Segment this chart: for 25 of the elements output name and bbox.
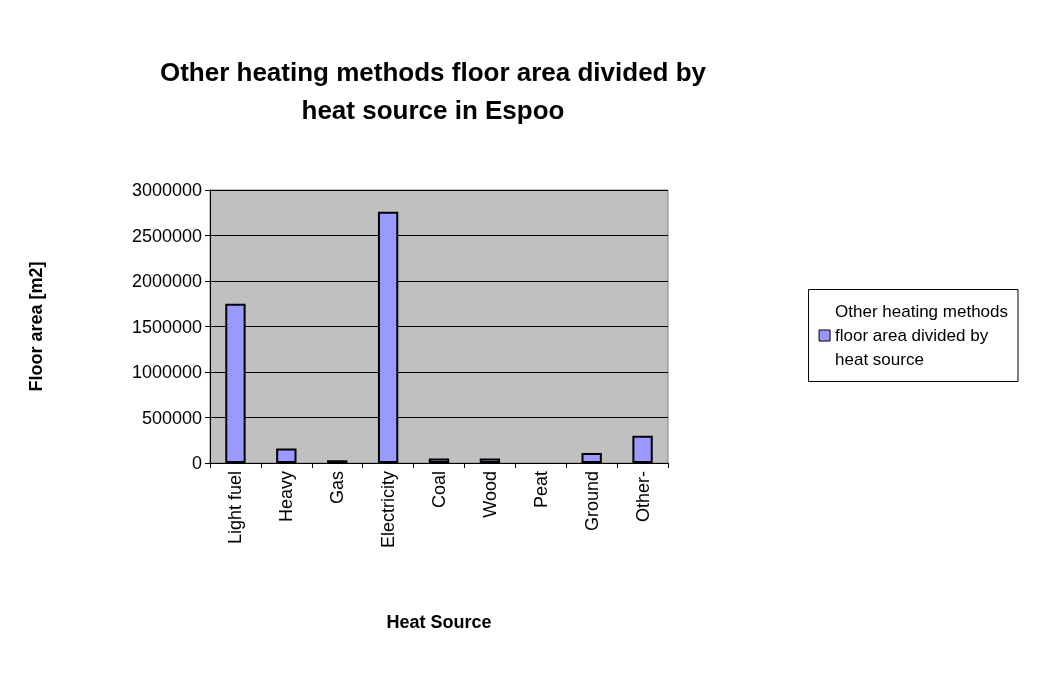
- chart-title: Other heating methods floor area divided by heat source in Espoo: [159, 57, 707, 125]
- x-axis-title: Heat Source: [386, 612, 492, 632]
- legend-label: Other heating methods floor area divided by heat source: [835, 302, 1009, 369]
- y-tick-label: 500000: [141, 407, 202, 428]
- y-tick-label: 2500000: [131, 225, 202, 246]
- y-tick-label: 2000000: [131, 271, 202, 291]
- x-tick-label: Light fuel: [225, 471, 246, 545]
- x-tick-label: Peat: [530, 471, 551, 509]
- bar: [276, 448, 297, 463]
- bar: [632, 435, 653, 463]
- y-axis-title: Floor area [m2]: [26, 261, 46, 392]
- x-tick-label: Heavy: [276, 471, 297, 523]
- bar: [581, 452, 602, 463]
- y-tick-label: 0: [191, 453, 202, 473]
- x-tick-label: Electricity: [378, 471, 399, 549]
- y-tick-label: 1000000: [131, 362, 202, 382]
- x-tick-label: Coal: [429, 471, 449, 509]
- y-tick-label: 3000000: [131, 180, 202, 200]
- bar: [479, 458, 501, 463]
- y-tick-label: 1500000: [131, 316, 202, 337]
- x-tick-label: Gas: [327, 471, 348, 505]
- x-tick-label: Ground: [581, 471, 602, 532]
- bar: [428, 458, 450, 463]
- x-tick-label: Other-: [632, 471, 653, 523]
- x-tick-label: Wood: [479, 471, 500, 518]
